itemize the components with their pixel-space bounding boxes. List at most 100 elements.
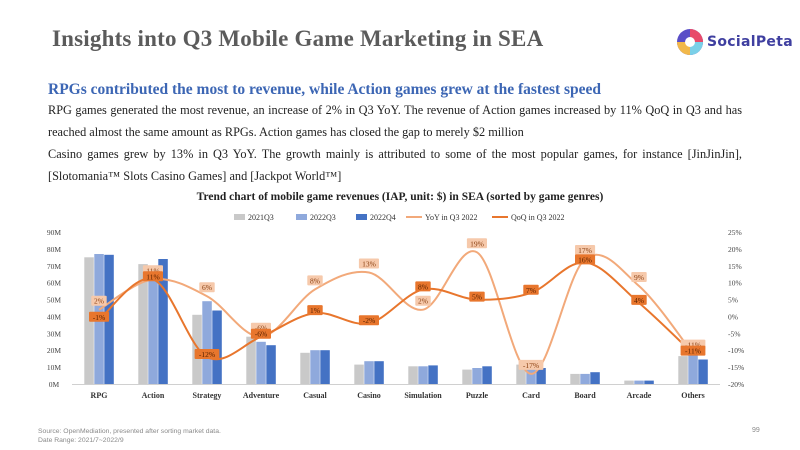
brand-logo: SocialPeta [676,28,793,56]
label-qoq-board-bg [575,254,596,265]
paragraph-casino: Casino games grew by 13% in Q3 YoY. The … [48,147,742,183]
label-yoy-casual-bg [307,275,323,286]
source-text: Source: OpenMediation, presented after s… [38,428,221,435]
label-qoq-others-bg [680,345,706,356]
y-right-tick-label: -10% [728,346,744,355]
bar-2022q3-card [526,368,536,384]
bar-2021q3-others [678,356,688,384]
bar-2022q4-puzzle [482,366,492,384]
label-yoy-rpg: 2% [94,297,104,306]
bar-2022q4-action [158,259,168,384]
y-right-tick-label: 15% [728,262,742,271]
legend-swatch-2 [356,214,367,220]
logo-mark-icon [676,28,704,56]
paragraph-rpg-action: RPG games generated the most revenue, an… [48,103,742,139]
bar-2022q3-others [688,355,698,384]
y-left-tick-label: 0M [49,380,60,389]
bar-2021q3-card [516,364,526,384]
label-qoq-rpg: -1% [93,313,106,322]
footer-source: Source: OpenMediation, presented after s… [38,427,221,445]
legend-swatch-0 [234,214,245,220]
page-title: Insights into Q3 Mobile Game Marketing i… [52,26,544,51]
y-right-tick-label: -15% [728,363,744,372]
bar-2022q3-adventure [256,341,266,384]
label-yoy-others: -11% [685,341,701,350]
y-left-tick-label: 20M [47,346,62,355]
bar-2022q3-strategy [202,301,212,384]
label-yoy-puzzle: 19% [470,239,484,248]
label-qoq-card: 7% [526,286,536,295]
line-qoq-q3-2022 [98,261,694,361]
label-yoy-strategy: 6% [202,283,212,292]
y-left-tick-label: 50M [47,296,62,305]
label-yoy-simulation-bg [415,295,431,306]
legend-label-3: YoY in Q3 2022 [425,213,477,222]
bar-2022q3-board [580,373,590,384]
x-tick-label-card: Card [522,391,540,400]
x-tick-label-casual: Casual [303,391,327,400]
x-tick-label-rpg: RPG [91,391,108,400]
y-left-tick-label: 70M [47,262,62,271]
label-qoq-casino-bg [358,315,379,326]
bar-2021q3-casual [300,352,310,384]
label-qoq-others: -11% [685,347,701,356]
label-qoq-simulation: 8% [418,282,428,291]
label-qoq-adventure-bg [250,328,271,339]
y-right-tick-label: 10% [728,279,742,288]
label-qoq-card-bg [523,284,539,295]
bar-2021q3-simulation [408,366,418,384]
bar-2022q4-strategy [212,310,222,384]
logo-text: SocialPeta [707,34,793,50]
bar-2021q3-puzzle [462,369,472,384]
x-tick-label-arcade: Arcade [627,391,652,400]
label-qoq-casual-bg [307,305,323,316]
label-yoy-card-bg [518,359,544,370]
section-subtitle: RPGs contributed the most to revenue, wh… [48,81,602,98]
label-yoy-strategy-bg [199,282,215,293]
label-yoy-casino-bg [358,258,379,269]
y-right-tick-label: 20% [728,245,742,254]
bar-2022q4-casual [320,350,330,384]
label-yoy-board: 17% [578,246,592,255]
label-yoy-board-bg [575,245,596,255]
label-qoq-simulation-bg [415,281,431,292]
line-yoy-q3-2022 [98,250,694,375]
bar-2022q3-arcade [634,380,644,384]
revenue-trend-chart: 2021Q3 2022Q3 2022Q4 YoY in Q3 2022 QoQ in Q… [47,213,744,400]
label-qoq-casual: 1% [310,306,320,315]
x-tick-label-others: Others [681,391,705,400]
label-yoy-casual: 8% [310,276,320,285]
legend-label-2: 2022Q4 [370,213,396,222]
page-number: 99 [752,427,760,434]
bar-2022q3-casino [364,361,374,384]
bar-2022q4-casino [374,361,384,384]
label-yoy-card: -17% [523,361,539,370]
x-tick-label-adventure: Adventure [243,391,280,400]
label-yoy-casino: 13% [362,260,376,269]
y-left-tick-label: 60M [47,279,62,288]
bar-2022q3-action [148,270,158,384]
label-qoq-arcade-bg [631,294,647,305]
label-yoy-puzzle-bg [466,238,487,249]
label-qoq-rpg-bg [89,311,110,322]
x-tick-label-casino: Casino [357,391,381,400]
y-right-tick-label: -5% [728,329,741,338]
bar-2021q3-adventure [246,336,256,384]
bar-2021q3-arcade [624,380,634,384]
y-left-tick-label: 30M [47,329,62,338]
y-left-tick-label: 40M [47,312,62,321]
date-range-text: Date Range: 2021/7~2022/9 [38,437,124,444]
y-left-tick-label: 10M [47,363,62,372]
y-right-tick-label: 5% [728,296,738,305]
x-tick-label-puzzle: Puzzle [466,391,489,400]
y-left-tick-label: 90M [47,228,62,237]
bar-2022q4-simulation [428,365,438,384]
bar-2022q4-others [698,359,708,384]
label-qoq-arcade: 4% [634,296,644,305]
label-qoq-action-bg [142,271,163,282]
chart-title: Trend chart of mobile game revenues (IAP… [196,191,604,203]
y-right-tick-label: 0% [728,312,738,321]
label-yoy-arcade-bg [631,272,647,282]
label-qoq-casino: -2% [363,316,376,325]
label-qoq-adventure: -6% [255,330,268,339]
